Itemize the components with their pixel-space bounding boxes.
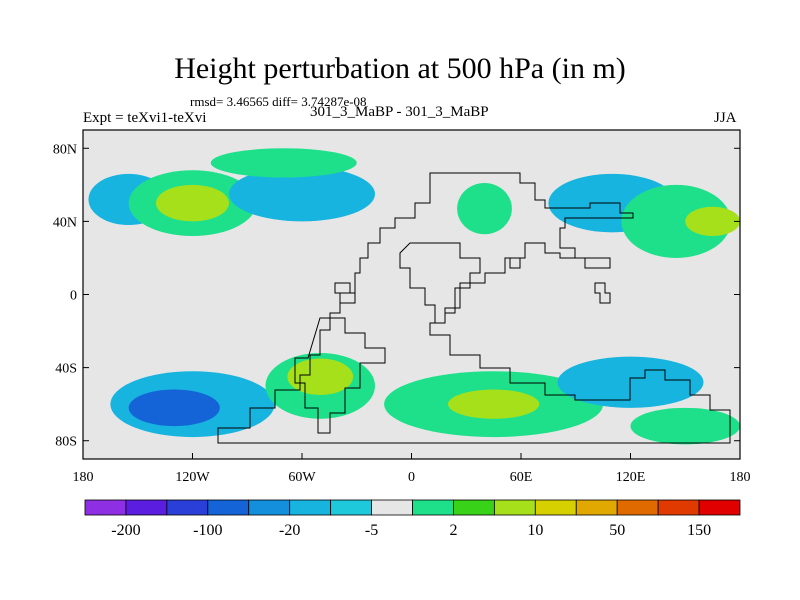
y-axis: 80N 40N 0 40S 80S — [53, 142, 740, 450]
colorbar-label: 10 — [527, 522, 543, 539]
colorbar-swatch — [657, 499, 700, 516]
land-boundary — [217, 172, 731, 444]
x-tick-label: 120E — [616, 470, 646, 485]
colorbar-swatch — [698, 499, 741, 516]
colorbar-swatch — [207, 499, 250, 516]
anomaly-region-3 — [229, 166, 375, 222]
anomaly-region-4 — [210, 148, 357, 178]
colorbar-swatch — [371, 499, 413, 516]
anomaly-region-5 — [457, 183, 512, 235]
x-tick-label: 120W — [175, 470, 210, 485]
colorbar-label: -200 — [111, 522, 140, 539]
south-america-outline — [294, 317, 386, 434]
colorbar-swatch — [412, 499, 454, 516]
x-axis: 180 120W 60W 0 60E 120E 180 — [73, 453, 751, 485]
experiment-label: Expt = teXvi1-teXvi — [83, 110, 207, 126]
anomaly-region-14 — [448, 389, 540, 419]
x-tick-label: 0 — [408, 470, 415, 485]
madagascar-outline — [594, 282, 611, 304]
y-tick-label: 40N — [53, 215, 77, 230]
greenland-outline — [334, 282, 356, 304]
colorbar-labels: -200 -100 -20 -5 2 10 50 150 — [111, 522, 711, 539]
x-tick-label: 180 — [73, 470, 94, 485]
colorbar-swatch — [166, 499, 209, 516]
x-tick-label: 60W — [288, 470, 316, 485]
colorbar-label: 2 — [449, 522, 457, 539]
rmsd-stats: rmsd= 3.46565 diff= 3.74287e-08 — [190, 94, 367, 109]
colorbar-label: 150 — [687, 522, 711, 539]
y-tick-label: 40S — [55, 362, 77, 377]
anomaly-region-12 — [287, 358, 354, 396]
anomaly-region-16 — [630, 407, 740, 445]
anomaly-region-2 — [156, 184, 229, 222]
colorbar — [84, 499, 741, 516]
anomaly-region-8 — [685, 206, 740, 237]
island-outline — [509, 257, 521, 269]
colorbar-swatch — [289, 499, 332, 516]
colorbar-swatch — [330, 499, 372, 516]
colorbar-label: -100 — [193, 522, 222, 539]
chart-title: Height perturbation at 500 hPa (in m) — [174, 52, 626, 85]
y-tick-label: 80N — [53, 142, 77, 157]
colorbar-swatch — [453, 499, 495, 516]
colorbar-label: -5 — [365, 522, 378, 539]
colorbar-label: -20 — [279, 522, 300, 539]
season-label: JJA — [714, 110, 737, 126]
colorbar-swatch — [493, 499, 536, 516]
coastline-outline — [217, 172, 731, 444]
colorbar-swatch — [534, 499, 577, 516]
anomaly-region-7 — [621, 184, 731, 258]
y-tick-label: 0 — [70, 289, 77, 304]
africa-outline — [399, 242, 481, 324]
case-label: 301_3_MaBP - 301_3_MaBP — [310, 104, 489, 120]
colorbar-swatch — [575, 499, 618, 516]
colorbar-swatch — [616, 499, 659, 516]
colorbar-swatch — [125, 499, 168, 516]
colorbar-label: 50 — [609, 522, 625, 539]
colorbar-swatch — [248, 499, 291, 516]
x-tick-label: 60E — [510, 470, 533, 485]
x-tick-label: 180 — [730, 470, 751, 485]
y-tick-label: 80S — [55, 435, 77, 450]
colorbar-swatch — [84, 499, 127, 516]
anomaly-region-10 — [128, 389, 220, 427]
